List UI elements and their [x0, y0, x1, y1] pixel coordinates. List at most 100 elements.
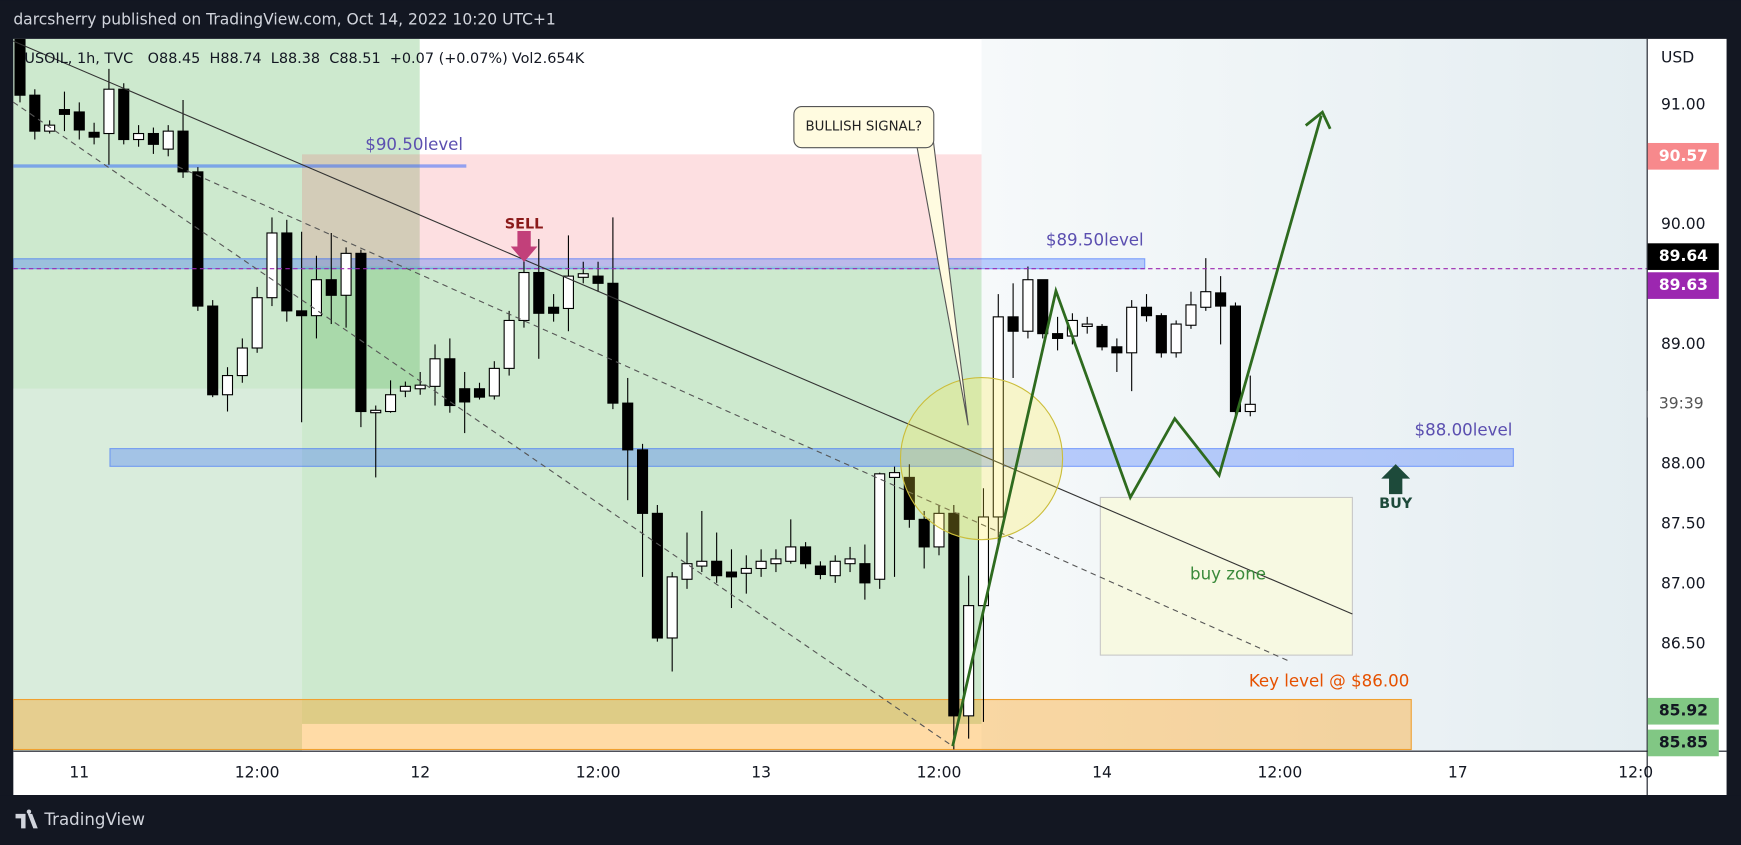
candle-body	[548, 306, 560, 314]
y-tick-label: 87.50	[1661, 515, 1705, 533]
y-tick-label: 86.50	[1661, 634, 1705, 652]
level-band	[13, 258, 1146, 270]
x-tick-label: 11	[69, 763, 89, 781]
candle-body	[1096, 325, 1108, 348]
price-label-box	[1647, 142, 1719, 170]
candle-body	[562, 275, 574, 310]
candle-body	[58, 109, 71, 115]
key-level-label: Key level @ $86.00	[1249, 671, 1409, 690]
candle-body	[1022, 279, 1034, 332]
candle-body	[385, 394, 397, 413]
ohlc: O88.45 H88.74 L88.38 C88.51 +0.07 (+0.07…	[148, 51, 508, 67]
buy-arrow	[1381, 464, 1411, 495]
x-tick-label: 17	[1448, 763, 1468, 781]
volume: Vol2.654K	[512, 51, 585, 67]
key-level-zone	[13, 698, 1412, 751]
candle-body	[14, 38, 26, 96]
candle-body	[888, 472, 901, 478]
candle-body	[1037, 279, 1049, 335]
axes: 86.5087.0087.5088.0089.0089.5090.0091.00…	[69, 95, 1719, 781]
candle-body	[221, 375, 234, 396]
footer	[0, 795, 1741, 845]
candle-body	[236, 347, 248, 377]
candle-body	[725, 571, 738, 578]
price-label-box	[1647, 697, 1719, 725]
zone-label: buy zone	[1190, 565, 1266, 584]
y-tick-label: 88.00	[1661, 455, 1705, 473]
candle-body	[162, 130, 174, 150]
price-label-box	[1647, 243, 1719, 270]
x-tick-label: 12	[410, 763, 430, 781]
y-tick-label: 90.00	[1661, 215, 1705, 233]
level-band	[109, 448, 1514, 467]
candle-body	[325, 279, 337, 296]
x-tick-label: 13	[751, 763, 771, 781]
candle-body	[444, 358, 456, 407]
candle-body	[903, 476, 915, 520]
brand: TradingView	[43, 810, 145, 829]
candle-body	[1155, 315, 1167, 354]
candle-body	[740, 567, 752, 574]
candle-body	[281, 232, 293, 312]
level-label: $89.50level	[1046, 230, 1144, 249]
candle-body	[29, 94, 41, 132]
candle-body	[266, 232, 278, 299]
highlight-circle	[899, 376, 1064, 541]
candle-body	[147, 132, 159, 145]
candle-body	[1007, 316, 1019, 332]
projection-path	[951, 115, 1323, 747]
candle-body	[414, 384, 426, 390]
callout	[793, 106, 935, 149]
candle-body	[177, 130, 189, 173]
price-label: 89.64	[1659, 247, 1708, 265]
countdown-box	[1647, 390, 1719, 418]
level-label: $88.00level	[1415, 420, 1513, 439]
candle-body	[1126, 306, 1138, 354]
trend-line	[13, 40, 1353, 615]
price-label: 89.63	[1659, 276, 1708, 294]
x-tick-label: 12:00	[235, 763, 280, 781]
candle-body	[1170, 323, 1182, 354]
symbol: USOIL, 1h, TVC	[24, 51, 133, 67]
y-tick-label: 87.00	[1661, 575, 1705, 593]
candle-body	[844, 558, 856, 565]
candle-body	[607, 282, 619, 404]
candle-body	[133, 132, 145, 141]
candle-body	[518, 271, 530, 322]
publisher: darcsherry published on TradingView.com,…	[13, 11, 556, 29]
candle-body	[1081, 323, 1093, 328]
buy-label: BUY	[1379, 496, 1413, 512]
candle-body	[829, 560, 841, 577]
x-tick-label: 12:00	[917, 763, 962, 781]
candle-body	[963, 605, 975, 717]
candle-body	[73, 111, 85, 131]
candle-body	[207, 305, 219, 396]
x-tick-label: 12:00	[1258, 763, 1303, 781]
candle-body	[503, 319, 515, 369]
candle-body	[874, 473, 886, 580]
sell-zone	[302, 154, 982, 267]
price-label: 85.85	[1659, 733, 1708, 751]
price-label-box	[1647, 729, 1719, 757]
candle-body	[429, 358, 441, 387]
candle-body	[992, 316, 1004, 518]
candle-body	[681, 563, 693, 580]
level-band	[13, 164, 467, 168]
candle-body	[459, 388, 471, 403]
arrow-head	[1304, 109, 1332, 130]
candle-body	[666, 576, 678, 639]
candle-body	[370, 409, 382, 414]
candle-body	[533, 271, 545, 314]
candle-body	[118, 88, 130, 141]
candle-body	[1140, 306, 1153, 317]
sell-label: SELL	[505, 216, 544, 232]
candle-body	[1244, 403, 1256, 413]
candle-body	[577, 273, 589, 278]
y-tick-label: 89.00	[1661, 335, 1705, 353]
candle-body	[488, 367, 500, 397]
candle-body	[918, 518, 930, 548]
candle-body	[859, 563, 871, 584]
candle-body	[1111, 346, 1123, 354]
price-label: 90.57	[1659, 147, 1708, 165]
zone	[13, 388, 303, 751]
